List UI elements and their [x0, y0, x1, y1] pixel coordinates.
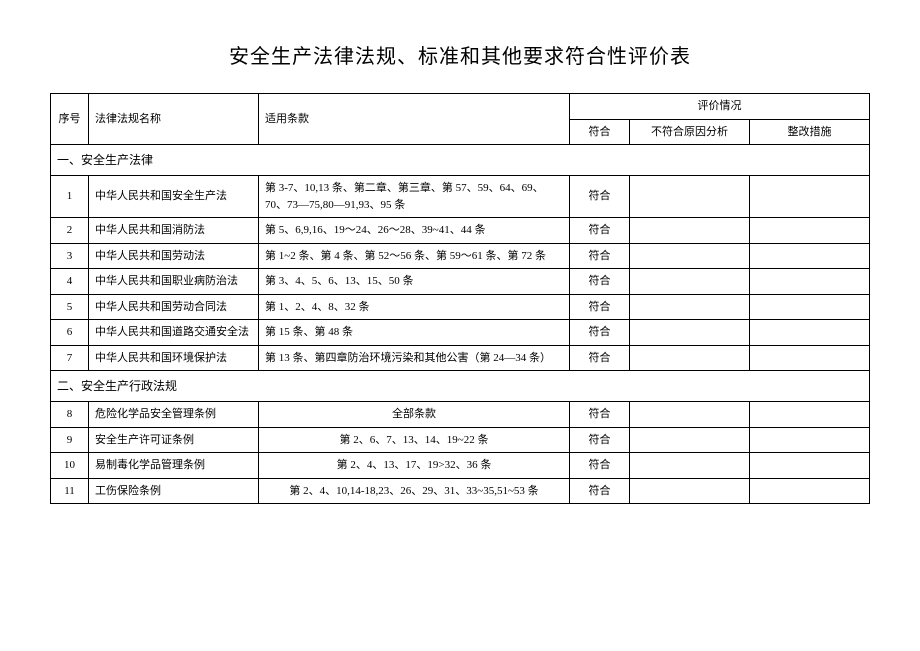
section-1-row: 一、安全生产法律	[51, 145, 870, 176]
cell-fix	[750, 402, 870, 428]
cell-seq: 1	[51, 176, 89, 218]
header-name: 法律法规名称	[89, 94, 259, 145]
cell-clause: 第 3、4、5、6、13、15、50 条	[259, 269, 570, 295]
cell-name: 中华人民共和国环境保护法	[89, 345, 259, 371]
compliance-table: 序号 法律法规名称 适用条款 评价情况 符合 不符合原因分析 整改措施 一、安全…	[50, 93, 870, 504]
cell-seq: 2	[51, 218, 89, 244]
cell-clause: 第 5、6,9,16、19～24、26～28、39~41、44 条	[259, 218, 570, 244]
table-row: 11 工伤保险条例 第 2、4、10,14-18,23、26、29、31、33~…	[51, 478, 870, 504]
cell-fit: 符合	[570, 218, 630, 244]
section-2-label: 二、安全生产行政法规	[51, 371, 870, 402]
cell-name: 工伤保险条例	[89, 478, 259, 504]
cell-clause: 全部条款	[259, 402, 570, 428]
cell-reason	[630, 427, 750, 453]
cell-seq: 7	[51, 345, 89, 371]
cell-clause: 第 2、6、7、13、14、19~22 条	[259, 427, 570, 453]
cell-reason	[630, 320, 750, 346]
header-reason: 不符合原因分析	[630, 119, 750, 145]
header-fit: 符合	[570, 119, 630, 145]
table-row: 6 中华人民共和国道路交通安全法 第 15 条、第 48 条 符合	[51, 320, 870, 346]
cell-name: 中华人民共和国安全生产法	[89, 176, 259, 218]
cell-fit: 符合	[570, 478, 630, 504]
page-title: 安全生产法律法规、标准和其他要求符合性评价表	[50, 40, 870, 69]
cell-reason	[630, 218, 750, 244]
cell-fit: 符合	[570, 453, 630, 479]
table-row: 7 中华人民共和国环境保护法 第 13 条、第四章防治环境污染和其他公害（第 2…	[51, 345, 870, 371]
cell-seq: 6	[51, 320, 89, 346]
cell-reason	[630, 453, 750, 479]
header-row-1: 序号 法律法规名称 适用条款 评价情况	[51, 94, 870, 120]
table-row: 9 安全生产许可证条例 第 2、6、7、13、14、19~22 条 符合	[51, 427, 870, 453]
header-fix: 整改措施	[750, 119, 870, 145]
table-row: 5 中华人民共和国劳动合同法 第 1、2、4、8、32 条 符合	[51, 294, 870, 320]
cell-fix	[750, 243, 870, 269]
cell-clause: 第 15 条、第 48 条	[259, 320, 570, 346]
cell-clause: 第 1~2 条、第 4 条、第 52～56 条、第 59～61 条、第 72 条	[259, 243, 570, 269]
cell-seq: 4	[51, 269, 89, 295]
header-clause: 适用条款	[259, 94, 570, 145]
cell-reason	[630, 345, 750, 371]
cell-reason	[630, 176, 750, 218]
cell-name: 中华人民共和国劳动法	[89, 243, 259, 269]
header-seq: 序号	[51, 94, 89, 145]
cell-fix	[750, 453, 870, 479]
cell-fit: 符合	[570, 345, 630, 371]
cell-clause: 第 13 条、第四章防治环境污染和其他公害（第 24—34 条）	[259, 345, 570, 371]
cell-reason	[630, 294, 750, 320]
cell-reason	[630, 243, 750, 269]
cell-fit: 符合	[570, 269, 630, 295]
table-row: 2 中华人民共和国消防法 第 5、6,9,16、19～24、26～28、39~4…	[51, 218, 870, 244]
cell-name: 中华人民共和国劳动合同法	[89, 294, 259, 320]
cell-fix	[750, 176, 870, 218]
cell-seq: 10	[51, 453, 89, 479]
cell-fit: 符合	[570, 427, 630, 453]
cell-name: 易制毒化学品管理条例	[89, 453, 259, 479]
cell-clause: 第 1、2、4、8、32 条	[259, 294, 570, 320]
cell-seq: 9	[51, 427, 89, 453]
section-1-label: 一、安全生产法律	[51, 145, 870, 176]
cell-fix	[750, 320, 870, 346]
cell-fix	[750, 478, 870, 504]
cell-fix	[750, 427, 870, 453]
table-row: 1 中华人民共和国安全生产法 第 3-7、10,13 条、第二章、第三章、第 5…	[51, 176, 870, 218]
cell-clause: 第 2、4、13、17、19>32、36 条	[259, 453, 570, 479]
cell-fix	[750, 345, 870, 371]
cell-seq: 5	[51, 294, 89, 320]
cell-fit: 符合	[570, 320, 630, 346]
cell-seq: 3	[51, 243, 89, 269]
cell-fit: 符合	[570, 402, 630, 428]
cell-fit: 符合	[570, 176, 630, 218]
cell-fit: 符合	[570, 243, 630, 269]
cell-name: 中华人民共和国消防法	[89, 218, 259, 244]
section-2-row: 二、安全生产行政法规	[51, 371, 870, 402]
cell-name: 中华人民共和国道路交通安全法	[89, 320, 259, 346]
table-row: 3 中华人民共和国劳动法 第 1~2 条、第 4 条、第 52～56 条、第 5…	[51, 243, 870, 269]
cell-clause: 第 2、4、10,14-18,23、26、29、31、33~35,51~53 条	[259, 478, 570, 504]
cell-clause: 第 3-7、10,13 条、第二章、第三章、第 57、59、64、69、70、7…	[259, 176, 570, 218]
header-eval-group: 评价情况	[570, 94, 870, 120]
cell-seq: 11	[51, 478, 89, 504]
cell-fix	[750, 294, 870, 320]
table-row: 8 危险化学品安全管理条例 全部条款 符合	[51, 402, 870, 428]
cell-reason	[630, 402, 750, 428]
cell-name: 中华人民共和国职业病防治法	[89, 269, 259, 295]
cell-reason	[630, 269, 750, 295]
cell-seq: 8	[51, 402, 89, 428]
cell-name: 安全生产许可证条例	[89, 427, 259, 453]
cell-reason	[630, 478, 750, 504]
table-row: 4 中华人民共和国职业病防治法 第 3、4、5、6、13、15、50 条 符合	[51, 269, 870, 295]
table-row: 10 易制毒化学品管理条例 第 2、4、13、17、19>32、36 条 符合	[51, 453, 870, 479]
cell-fit: 符合	[570, 294, 630, 320]
cell-fix	[750, 269, 870, 295]
cell-fix	[750, 218, 870, 244]
cell-name: 危险化学品安全管理条例	[89, 402, 259, 428]
